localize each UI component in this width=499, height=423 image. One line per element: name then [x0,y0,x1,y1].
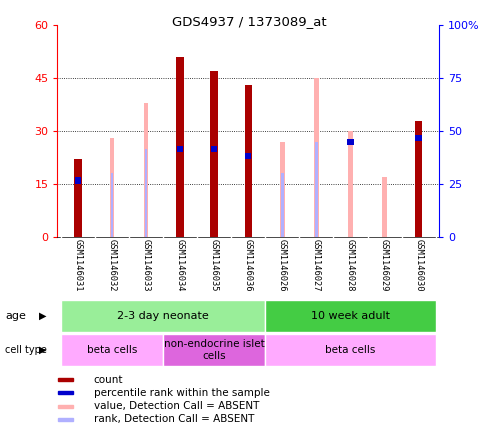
Text: count: count [94,375,123,385]
Text: non-endocrine islet
cells: non-endocrine islet cells [164,339,264,361]
Text: cell type: cell type [5,345,47,355]
Bar [61,334,163,366]
Text: GDS4937 / 1373089_at: GDS4937 / 1373089_at [172,15,327,28]
Bar [145,149,147,237]
Bar [315,142,318,237]
Text: beta cells: beta cells [87,345,137,355]
Bar [348,131,353,237]
Bar [245,85,252,237]
Bar [176,57,184,237]
Text: GSM1146026: GSM1146026 [278,239,287,291]
Bar [58,391,73,394]
Text: GSM1146034: GSM1146034 [176,239,185,291]
Bar [211,146,218,152]
Text: ▶: ▶ [38,311,46,321]
Text: ▶: ▶ [38,345,46,355]
Bar [144,103,148,237]
Text: 2-3 day neonate: 2-3 day neonate [117,311,209,321]
Bar [110,138,114,237]
Bar [314,78,319,237]
Bar [265,334,436,366]
Bar [58,405,73,407]
Bar [58,378,73,381]
Bar [74,159,81,237]
Text: value, Detection Call = ABSENT: value, Detection Call = ABSENT [94,401,259,411]
Bar [245,153,251,159]
Text: GSM1146033: GSM1146033 [142,239,151,291]
Text: GSM1146027: GSM1146027 [312,239,321,291]
Bar [415,121,423,237]
Bar [347,138,354,145]
Text: GSM1146031: GSM1146031 [73,239,82,291]
Text: rank, Detection Call = ABSENT: rank, Detection Call = ABSENT [94,414,254,423]
Bar [211,71,218,237]
Text: GSM1146030: GSM1146030 [414,239,423,291]
Bar [75,177,81,184]
Bar [111,173,113,237]
Text: GSM1146029: GSM1146029 [380,239,389,291]
Bar [281,173,283,237]
Bar [58,418,73,421]
Text: age: age [5,311,26,321]
Bar [163,334,265,366]
Text: GSM1146032: GSM1146032 [107,239,116,291]
Text: beta cells: beta cells [325,345,376,355]
Bar [265,300,436,332]
Text: percentile rank within the sample: percentile rank within the sample [94,388,269,398]
Text: 10 week adult: 10 week adult [311,311,390,321]
Text: GSM1146036: GSM1146036 [244,239,253,291]
Bar [280,142,285,237]
Text: GSM1146028: GSM1146028 [346,239,355,291]
Bar [61,300,265,332]
Bar [177,146,183,152]
Bar [382,177,387,237]
Text: GSM1146035: GSM1146035 [210,239,219,291]
Bar [416,135,422,141]
